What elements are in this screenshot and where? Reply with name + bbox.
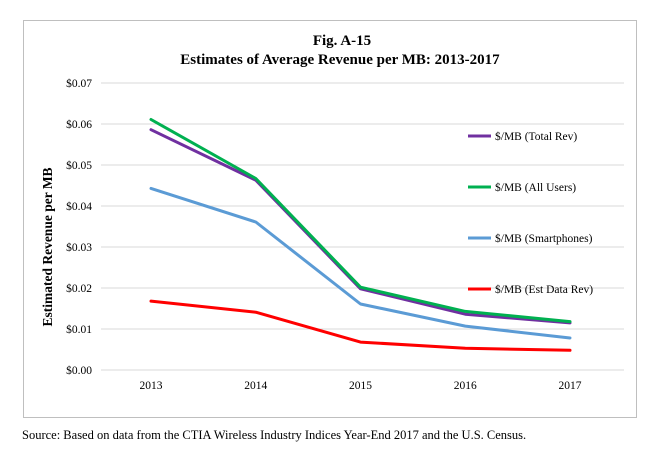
series-line xyxy=(149,299,572,352)
x-tick-label: 2016 xyxy=(454,380,477,392)
y-tick-label: $0.00 xyxy=(66,364,92,377)
y-tick-label: $0.04 xyxy=(66,200,92,213)
x-tick-label: 2014 xyxy=(244,380,267,392)
x-tick-label: 2015 xyxy=(349,380,372,392)
y-tick-labels: $0.00 $0.01 $0.02 $0.03 $0.04 $0.05 $0.06 $0.07 xyxy=(66,77,92,377)
legend-label: $/MB (Total Rev) xyxy=(495,130,577,143)
series-line xyxy=(149,118,572,324)
y-tick-label: $0.01 xyxy=(66,323,92,336)
series-line xyxy=(149,128,572,325)
series-line xyxy=(149,186,572,340)
series-lines xyxy=(149,118,572,352)
legend-label: $/MB (Smartphones) xyxy=(495,232,593,245)
x-tick-label: 2017 xyxy=(559,380,582,392)
y-tick-label: $0.03 xyxy=(66,241,92,254)
source-note: Source: Based on data from the CTIA Wire… xyxy=(22,428,527,442)
legend: $/MB (Total Rev) $/MB (All Users) $/MB (Sm… xyxy=(468,130,593,296)
y-axis-label: Estimated Revenue per MB xyxy=(40,167,55,326)
x-tick-labels: 2013 2014 2015 2016 2017 xyxy=(140,380,582,392)
gridlines xyxy=(101,82,624,371)
y-tick-label: $0.07 xyxy=(66,77,92,90)
chart-frame: Fig. A-15 Estimates of Average Revenue p… xyxy=(23,20,637,418)
chart-title-line1: Fig. A-15 xyxy=(313,33,371,49)
legend-label: $/MB (All Users) xyxy=(495,181,576,194)
chart-title-line2: Estimates of Average Revenue per MB: 201… xyxy=(180,52,500,68)
legend-label: $/MB (Est Data Rev) xyxy=(495,283,593,296)
line-chart: Fig. A-15 Estimates of Average Revenue p… xyxy=(40,33,624,392)
y-tick-label: $0.02 xyxy=(66,282,92,295)
y-tick-label: $0.06 xyxy=(66,118,92,131)
y-tick-label: $0.05 xyxy=(66,159,92,172)
x-tick-label: 2013 xyxy=(140,380,163,392)
